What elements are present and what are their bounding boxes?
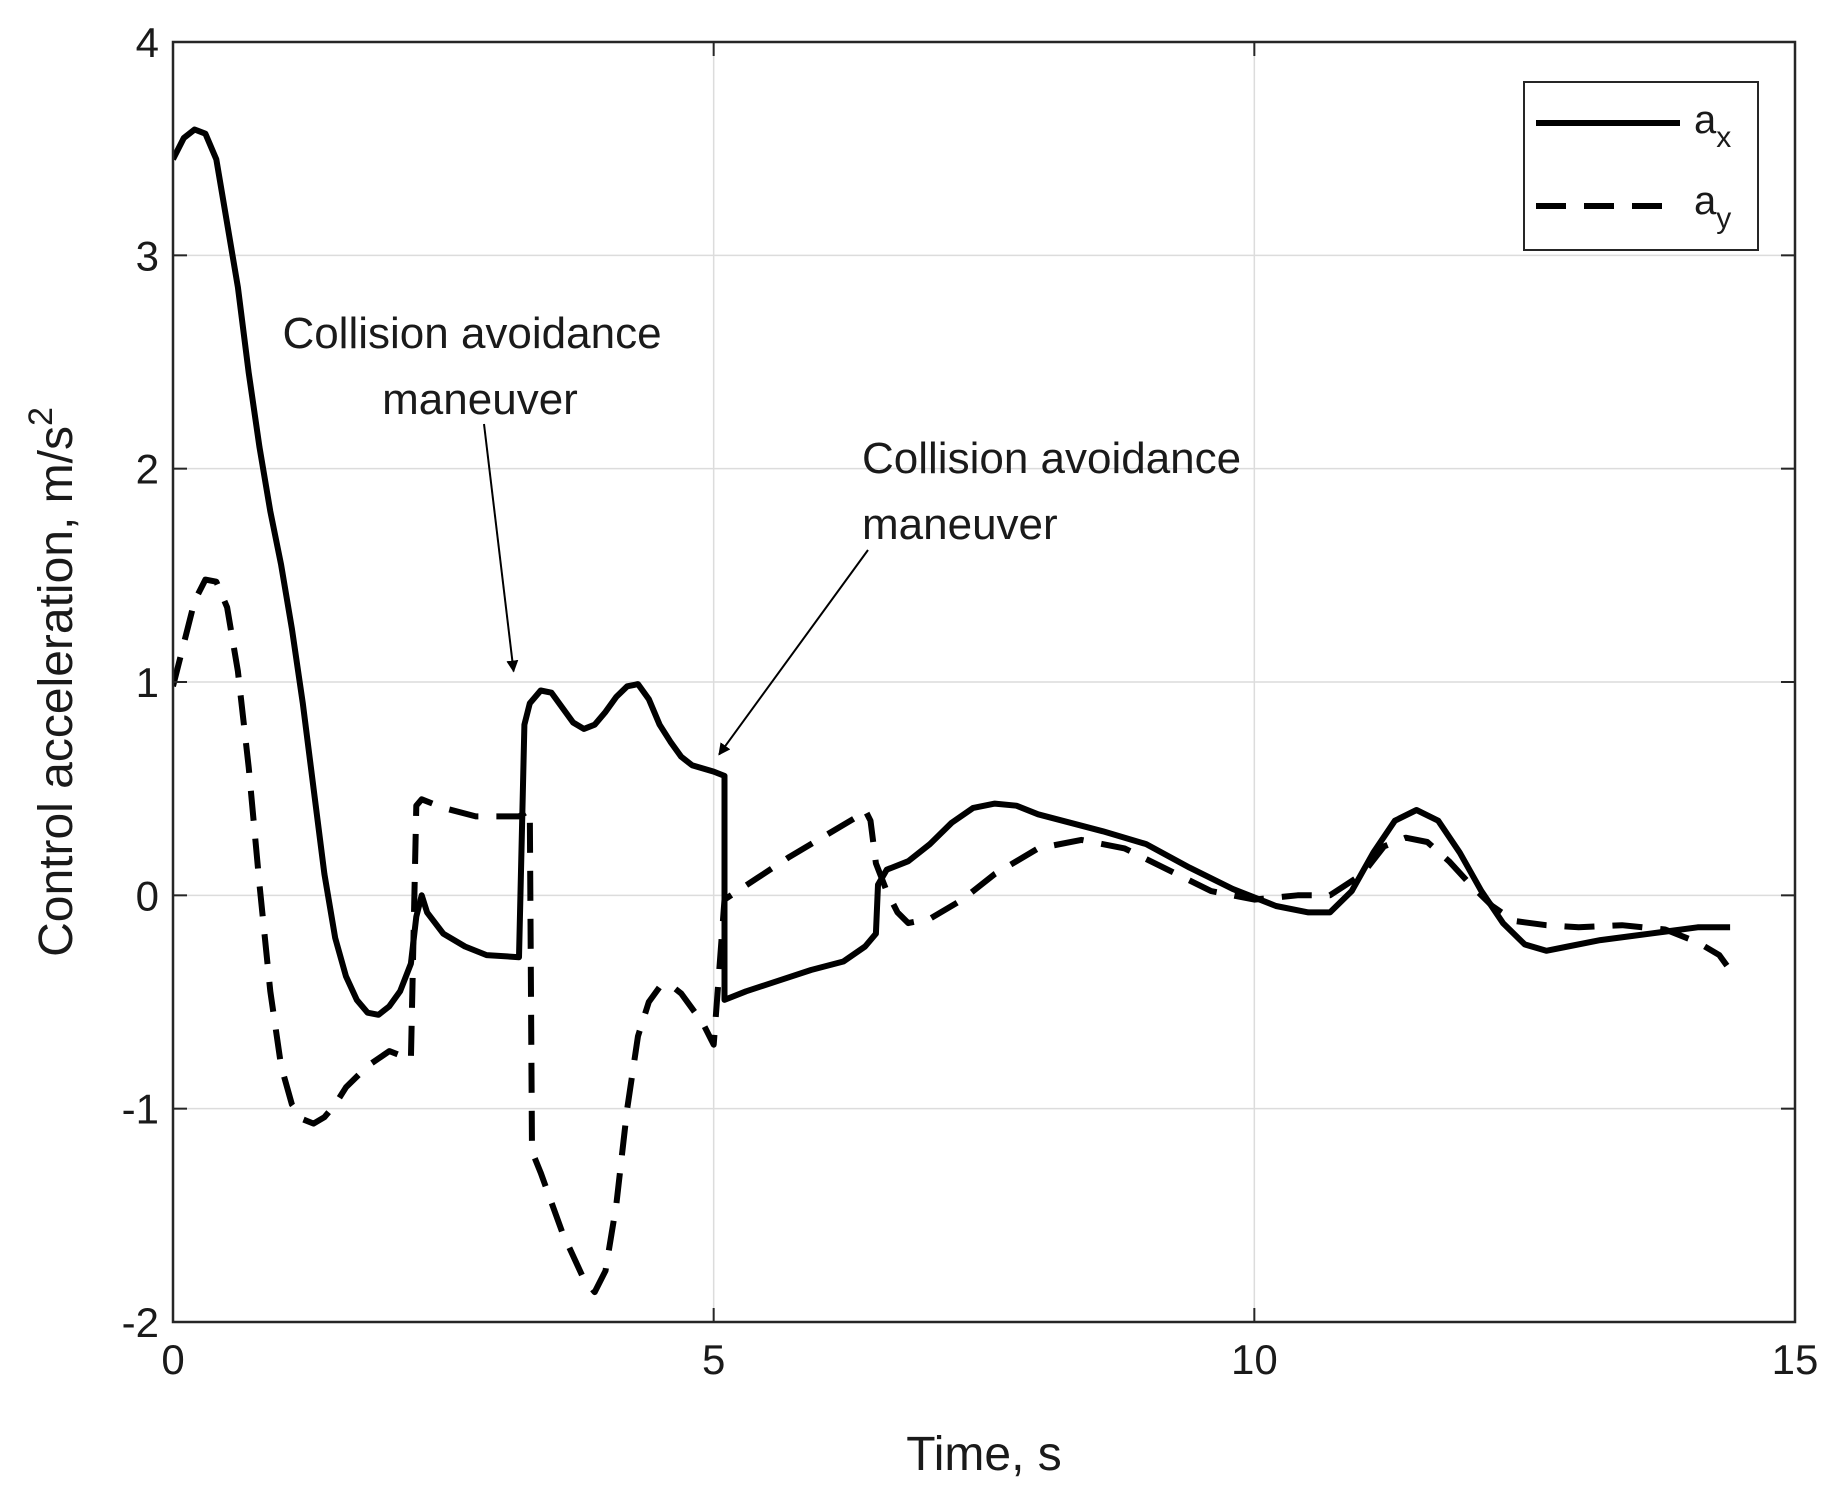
x-tick-label: 0 — [161, 1336, 184, 1383]
annotation-2-arrow — [718, 549, 869, 756]
annotation-1-line-2: maneuver — [382, 375, 578, 424]
annotation-1-line-1: Collision avoidance — [282, 309, 661, 358]
y-axis-label: Control acceleration, m/s2 — [22, 407, 83, 957]
legend: ax ay — [1523, 81, 1759, 251]
annotation-1: Collision avoidance maneuver — [282, 309, 662, 673]
y-tick-label: 2 — [136, 446, 159, 493]
axis-ticks: 0 5 10 15 -2 -1 0 1 2 3 4 — [122, 19, 1819, 1383]
annotation-2: Collision avoidance maneuver — [718, 434, 1241, 756]
x-tick-label: 5 — [702, 1336, 725, 1383]
y-tick-label: 3 — [136, 232, 159, 279]
series-ay-line — [173, 576, 1733, 1296]
y-axis-label-superscript: 2 — [22, 407, 60, 426]
y-tick-label: -2 — [122, 1299, 159, 1346]
series-layer — [173, 126, 1733, 1296]
annotation-2-line-1: Collision avoidance — [862, 434, 1241, 483]
x-axis-label: Time, s — [906, 1428, 1062, 1481]
legend-label-ay: ay — [1694, 179, 1731, 235]
y-tick-label: 0 — [136, 872, 159, 919]
legend-box — [1523, 81, 1759, 251]
y-axis-label-text: Control acceleration, m/s — [30, 426, 83, 957]
annotation-2-line-2: maneuver — [862, 500, 1058, 549]
y-tick-label: 4 — [136, 19, 159, 66]
legend-label-ax: ax — [1694, 98, 1731, 154]
y-tick-label: -1 — [122, 1086, 159, 1133]
x-tick-label: 10 — [1231, 1336, 1278, 1383]
series-ax-line — [173, 126, 1731, 1018]
y-tick-label: 1 — [136, 659, 159, 706]
annotation-1-arrow — [483, 423, 519, 673]
x-tick-label: 15 — [1772, 1336, 1819, 1383]
